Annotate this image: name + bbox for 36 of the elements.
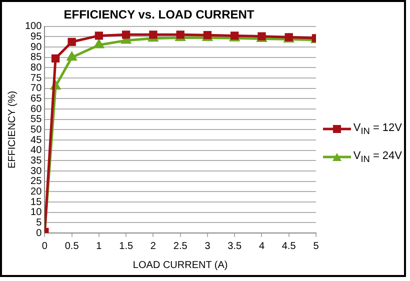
y-tick-label: 75 — [30, 72, 42, 84]
y-tick-label: 35 — [30, 155, 42, 166]
y-tick-label: 30 — [30, 166, 42, 177]
legend-label: V$_{IN}$ = 24V — [353, 150, 402, 164]
y-tick-label: 65 — [30, 93, 42, 104]
y-tick-label: 55 — [30, 114, 42, 126]
x-tick-label: 4.5 — [282, 240, 296, 252]
chart-title: EFFICIENCY vs. LOAD CURRENT — [64, 8, 255, 22]
x-tick-label: 4 — [258, 240, 265, 252]
y-tick-label: 70 — [30, 83, 42, 94]
x-tick-label: 1 — [96, 240, 102, 252]
y-axis-title: EFFICIENCY (%) — [6, 90, 18, 169]
y-tick-label: 60 — [30, 104, 42, 115]
x-tick-label: 2.5 — [173, 240, 188, 252]
y-tick-label: 80 — [30, 62, 42, 74]
x-tick-label: 5 — [313, 240, 320, 252]
legend-label: V$_{IN}$ = 12V — [353, 122, 402, 136]
y-tick-label: 50 — [30, 124, 42, 136]
y-tick-label: 95 — [30, 31, 42, 42]
x-tick-label: 0.5 — [64, 240, 80, 252]
y-tick-label: 15 — [30, 196, 42, 208]
x-tick-label: 1.5 — [119, 240, 134, 252]
y-tick-label: 5 — [36, 217, 42, 228]
x-tick-label: 2 — [150, 240, 156, 252]
y-tick-label: 100 — [24, 21, 42, 32]
y-tick-label: 0 — [36, 228, 42, 239]
x-tick-label: 3.5 — [228, 240, 242, 252]
x-tick-label: 3 — [204, 240, 211, 252]
y-tick-label: 85 — [30, 52, 42, 64]
x-axis-title: LOAD CURRENT (A) — [132, 260, 228, 271]
y-tick-label: 25 — [30, 176, 42, 188]
y-tick-label: 40 — [30, 145, 42, 156]
y-tick-label: 10 — [30, 207, 42, 218]
y-tick-label: 20 — [30, 186, 42, 198]
y-tick-label: 90 — [30, 42, 42, 53]
y-tick-label: 45 — [30, 134, 42, 146]
